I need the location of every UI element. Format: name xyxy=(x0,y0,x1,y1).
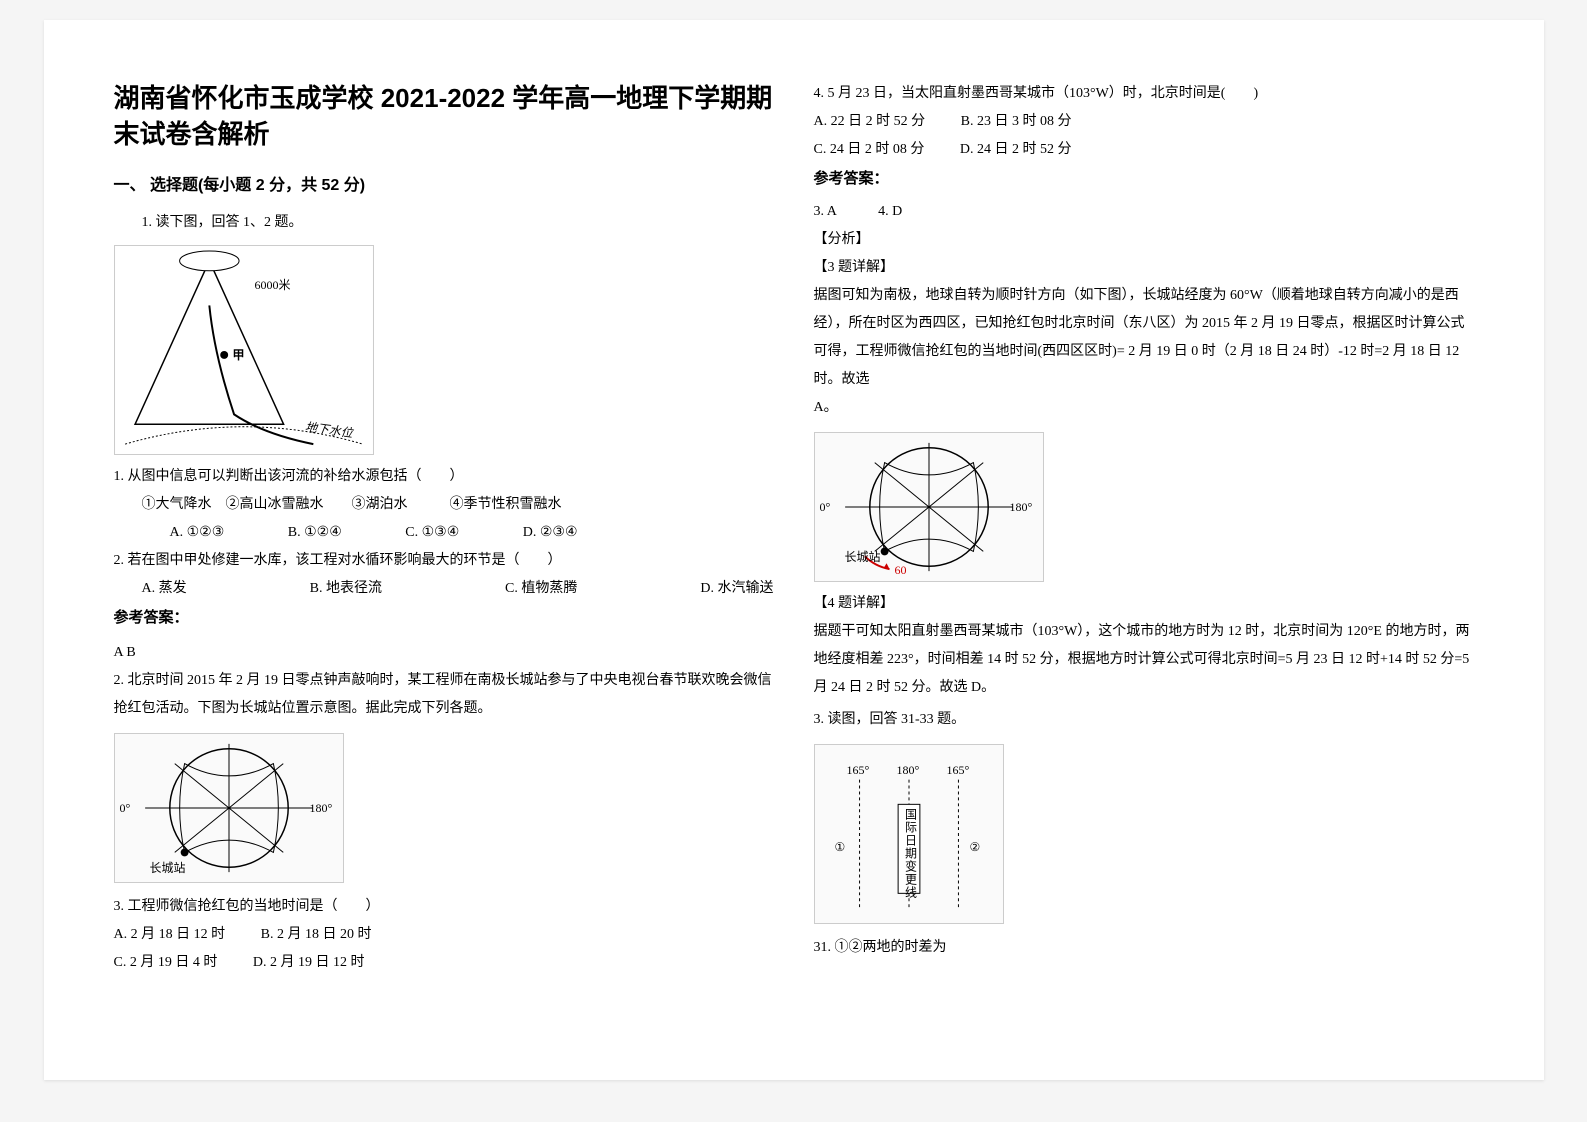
ref-answer-label-1: 参考答案： xyxy=(114,603,774,633)
label-180: 180° xyxy=(310,801,333,816)
d3-label-60: 60 xyxy=(895,563,907,578)
q1s1-a: A. ①②③ xyxy=(142,519,225,547)
q1s2-b: B. 地表径流 xyxy=(310,575,382,603)
document-title: 湖南省怀化市玉成学校 2021-2022 学年高一地理下学期期末试卷含解析 xyxy=(114,80,774,153)
detail4-label: 【4 题详解】 xyxy=(814,590,1474,618)
detail3-label: 【3 题详解】 xyxy=(814,254,1474,282)
q4-choices-line2: C. 24 日 2 时 08 分 D. 24 日 2 时 52 分 xyxy=(814,136,1474,164)
q1-sub2: 2. 若在图中甲处修建一水库，该工程对水循环影响最大的环节是（ ） xyxy=(114,547,774,575)
q1-sub1-opts: ①大气降水 ②高山冰雪融水 ③湖泊水 ④季节性积雪融水 xyxy=(114,491,774,519)
page: 湖南省怀化市玉成学校 2021-2022 学年高一地理下学期期末试卷含解析 一、… xyxy=(44,20,1544,1080)
q4-choices-line1: A. 22 日 2 时 52 分 B. 23 日 3 时 08 分 xyxy=(814,108,1474,136)
f4-m1: ① xyxy=(835,840,846,855)
f4-l180: 180° xyxy=(897,763,920,778)
q1s2-d: D. 水汽输送 xyxy=(700,575,773,603)
q3-choices-line2: C. 2 月 19 日 4 时 D. 2 月 19 日 12 时 xyxy=(114,949,774,977)
q-readfig: 3. 读图，回答 31-33 题。 xyxy=(814,706,1474,734)
q4-b: B. 23 日 3 时 08 分 xyxy=(961,108,1072,136)
fig-alt-jia: 甲 xyxy=(233,346,245,363)
f4-m2: ② xyxy=(970,840,981,855)
q1s2-c: C. 植物蒸腾 xyxy=(505,575,577,603)
q1-sub1-choices: A. ①②③ B. ①②④ C. ①③④ D. ②③④ xyxy=(114,519,774,547)
q2-intro: 2. 北京时间 2015 年 2 月 19 日零点钟声敲响时，某工程师在南极长城… xyxy=(114,667,774,723)
label-gw: 长城站 xyxy=(150,859,186,876)
detail3-text1: 据图可知为南极，地球自转为顺时针方向（如下图），长城站经度为 60°W（顺着地球… xyxy=(814,282,1474,394)
label-0: 0° xyxy=(120,801,131,816)
q1-intro: 1. 读下图，回答 1、2 题。 xyxy=(114,209,774,237)
q3: 3. 工程师微信抢红包的当地时间是（ ） xyxy=(114,893,774,921)
q1s1-b: B. ①②④ xyxy=(260,519,342,547)
q4: 4. 5 月 23 日，当太阳直射墨西哥某城市（103°W）时，北京时间是( ) xyxy=(814,80,1474,108)
detail3-figure: 0° 180° 长城站 60 xyxy=(814,432,1044,582)
q4-d: D. 24 日 2 时 52 分 xyxy=(960,136,1072,164)
q1-sub2-choices: A. 蒸发 B. 地表径流 C. 植物蒸腾 D. 水汽输送 xyxy=(114,575,774,603)
q3-b: B. 2 月 18 日 20 时 xyxy=(261,921,372,949)
q1-figure: 6000米 甲 地下水位 xyxy=(114,245,374,455)
f4-l165a: 165° xyxy=(847,763,870,778)
q1s1-d: D. ②③④ xyxy=(495,519,578,547)
q31-figure: 165° 180° 165° ① ② 国际日期变更线 xyxy=(814,744,1004,924)
fig-alt-height: 6000米 xyxy=(255,276,291,293)
q34-answer: 3. A 4. D xyxy=(814,198,1474,226)
d3-label-0: 0° xyxy=(820,500,831,515)
ref-answer-label-2: 参考答案： xyxy=(814,164,1474,194)
q3-d: D. 2 月 19 日 12 时 xyxy=(253,949,365,977)
q4-c: C. 24 日 2 时 08 分 xyxy=(814,136,925,164)
q1s2-a: A. 蒸发 xyxy=(114,575,187,603)
left-column: 湖南省怀化市玉成学校 2021-2022 学年高一地理下学期期末试卷含解析 一、… xyxy=(114,80,774,1020)
d3-label-gw: 长城站 xyxy=(845,548,881,565)
q3-c: C. 2 月 19 日 4 时 xyxy=(114,949,218,977)
right-column: 4. 5 月 23 日，当太阳直射墨西哥某城市（103°W）时，北京时间是( )… xyxy=(814,80,1474,1020)
detail4-text: 据题干可知太阳直射墨西哥某城市（103°W），这个城市的地方时为 12 时，北京… xyxy=(814,618,1474,702)
q31: 31. ①②两地的时差为 xyxy=(814,934,1474,962)
q4-a: A. 22 日 2 时 52 分 xyxy=(814,108,926,136)
q3-a: A. 2 月 18 日 12 时 xyxy=(114,921,226,949)
analysis-label: 【分析】 xyxy=(814,226,1474,254)
q1-sub1: 1. 从图中信息可以判断出该河流的补给水源包括（ ） xyxy=(114,463,774,491)
q1s1-c: C. ①③④ xyxy=(377,519,459,547)
q1-answer: A B xyxy=(114,639,774,667)
q2-figure: 0° 180° 长城站 xyxy=(114,733,344,883)
f4-l165b: 165° xyxy=(947,763,970,778)
f4-idl: 国际日期变更线 xyxy=(903,808,920,899)
detail3-text2: A。 xyxy=(814,394,1474,422)
q3-choices-line1: A. 2 月 18 日 12 时 B. 2 月 18 日 20 时 xyxy=(114,921,774,949)
section-heading: 一、 选择题(每小题 2 分，共 52 分) xyxy=(114,171,774,195)
d3-label-180: 180° xyxy=(1010,500,1033,515)
